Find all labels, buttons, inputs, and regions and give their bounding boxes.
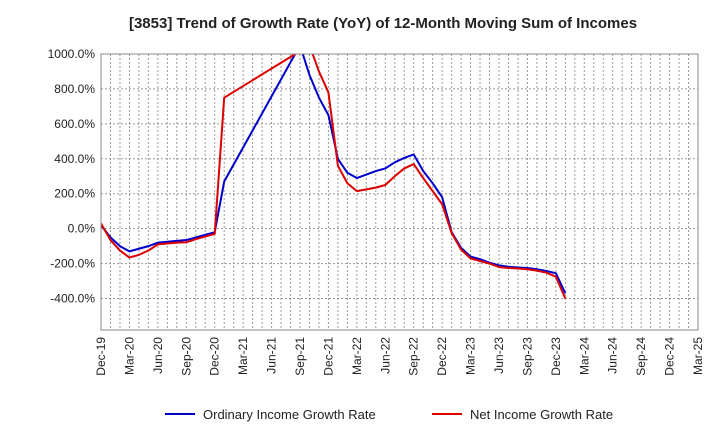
plot-frame [100, 53, 699, 331]
x-tick-label: Mar-23 [464, 337, 478, 375]
x-tick-label: Dec-23 [549, 337, 563, 376]
x-tick-label: Mar-24 [577, 337, 591, 375]
y-tick-label: 1000.0% [48, 47, 96, 61]
x-tick-label: Sep-20 [179, 337, 193, 376]
x-tick-label: Dec-19 [94, 337, 108, 376]
series-line-net-income [101, 54, 567, 299]
series-lines [101, 54, 567, 299]
x-tick-label: Dec-22 [435, 337, 449, 376]
x-tick-label: Sep-22 [407, 337, 421, 376]
y-tick-label: 800.0% [54, 82, 95, 96]
chart-title: [3853] Trend of Growth Rate (YoY) of 12-… [129, 15, 637, 32]
y-axis-ticks: 1000.0% 800.0% 600.0% 400.0% 200.0% 0.0% -200.… [48, 47, 96, 306]
y-tick-label: 0.0% [68, 222, 96, 236]
y-tick-label: 600.0% [54, 117, 95, 131]
x-tick-label: Sep-21 [293, 337, 307, 376]
x-axis-ticks: Dec-19 Mar-20 Jun-20 Sep-20 Dec-20 Mar-21 Jun-… [94, 337, 705, 376]
x-tick-label: Jun-21 [265, 337, 279, 374]
x-tick-label: Mar-25 [691, 337, 705, 375]
legend-label-net-income: Net Income Growth Rate [470, 407, 613, 422]
x-tick-label: Mar-20 [122, 337, 136, 375]
x-tick-label: Mar-22 [350, 337, 364, 375]
x-tick-label: Jun-20 [151, 337, 165, 374]
x-tick-label: Dec-21 [321, 337, 335, 376]
x-tick-label: Mar-21 [236, 337, 250, 375]
series-line-ordinary-income [101, 54, 567, 294]
x-tick-label: Jun-23 [492, 337, 506, 374]
legend: Ordinary Income Growth Rate Net Income G… [165, 407, 613, 422]
x-tick-label: Dec-20 [208, 337, 222, 376]
x-tick-label: Sep-24 [634, 337, 648, 376]
y-tick-label: -200.0% [50, 257, 95, 271]
y-tick-label: -400.0% [50, 292, 95, 306]
grid-lines [100, 53, 699, 330]
y-tick-label: 400.0% [54, 152, 95, 166]
x-tick-label: Jun-24 [606, 337, 620, 374]
x-tick-label: Jun-22 [378, 337, 392, 374]
x-tick-label: Sep-23 [520, 337, 534, 376]
legend-label-ordinary-income: Ordinary Income Growth Rate [203, 407, 376, 422]
y-tick-label: 200.0% [54, 187, 95, 201]
x-tick-label: Dec-24 [663, 337, 677, 376]
